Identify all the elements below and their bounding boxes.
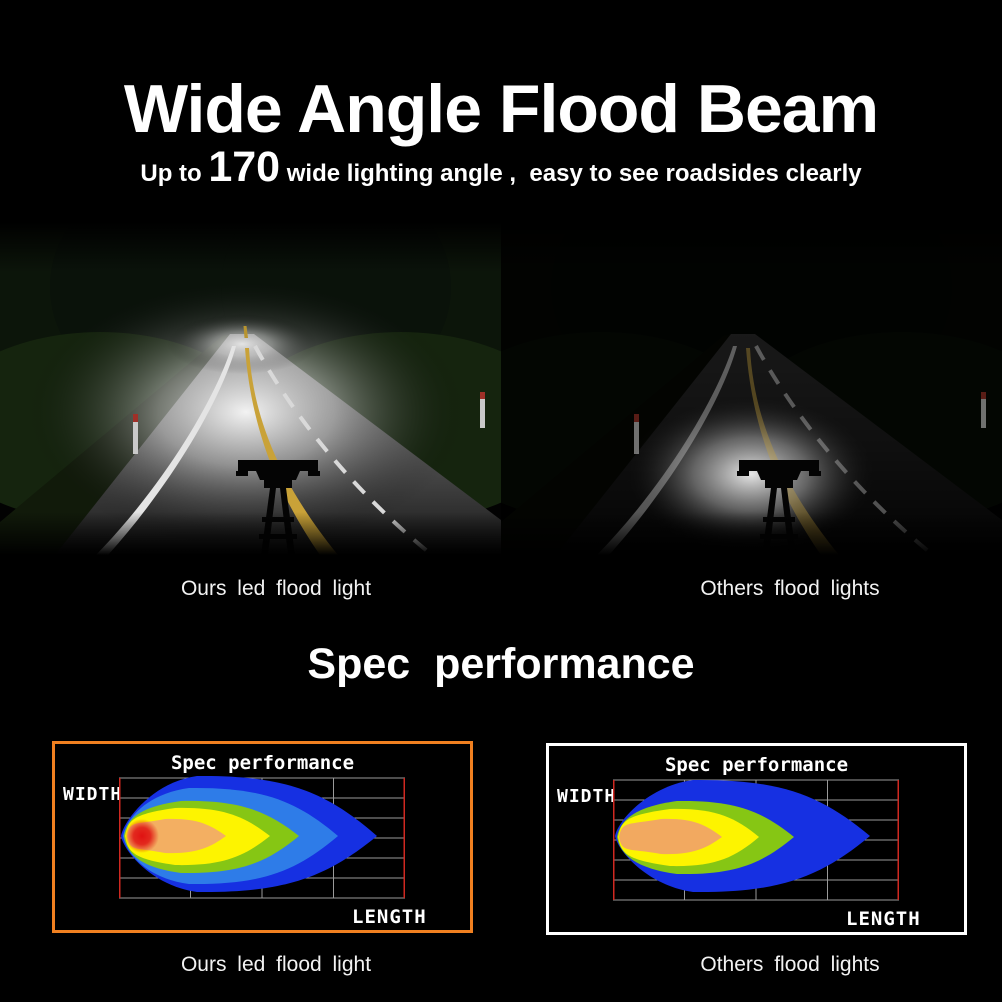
beam-pattern-chart: [119, 775, 405, 899]
section-heading: Spec performance: [307, 640, 695, 688]
road-photo-others: [501, 222, 1002, 555]
bottom-fade: [501, 512, 1002, 555]
width-axis-label: WIDTH: [557, 786, 617, 807]
subtitle-angle-number: 170: [208, 143, 281, 191]
caption-ours-photo: Ours led flood light: [180, 577, 372, 600]
flood-light-glow: [26, 277, 466, 547]
marker-posts: [634, 392, 986, 454]
subtitle-suffix: wide lighting angle , easy to see roadsi…: [280, 160, 862, 187]
page-title: Wide Angle Flood Beam: [123, 71, 879, 147]
spec-panel-title: Spec performance: [664, 754, 849, 776]
bottom-fade: [0, 512, 501, 555]
top-fade: [501, 222, 1002, 272]
beam-hotspot: [125, 819, 159, 853]
length-axis-label: LENGTH: [846, 908, 921, 930]
marker-posts: [133, 392, 485, 454]
length-axis-label: LENGTH: [352, 906, 427, 928]
comparison-photos: [0, 222, 1002, 555]
caption-others-photo: Others flood lights: [700, 577, 880, 600]
subtitle-prefix: Up to: [140, 160, 209, 187]
spec-panel-others: Spec performance WIDTH LENGTH: [546, 743, 967, 935]
caption-others-spec: Others flood lights: [700, 953, 880, 976]
caption-ours-spec: Ours led flood light: [180, 953, 372, 976]
horizon-glow: [167, 314, 317, 374]
beam-pattern-chart: [613, 779, 899, 901]
spec-panel-title: Spec performance: [170, 752, 355, 774]
road-photo-ours: [0, 222, 501, 555]
spec-panel-ours: Spec performance WIDTH LENGTH: [52, 741, 473, 933]
width-axis-label: WIDTH: [63, 784, 123, 805]
beam-layer-orange: [619, 818, 722, 855]
top-fade: [0, 222, 501, 272]
subtitle: Up to 170 wide lighting angle , easy to …: [0, 146, 1002, 189]
